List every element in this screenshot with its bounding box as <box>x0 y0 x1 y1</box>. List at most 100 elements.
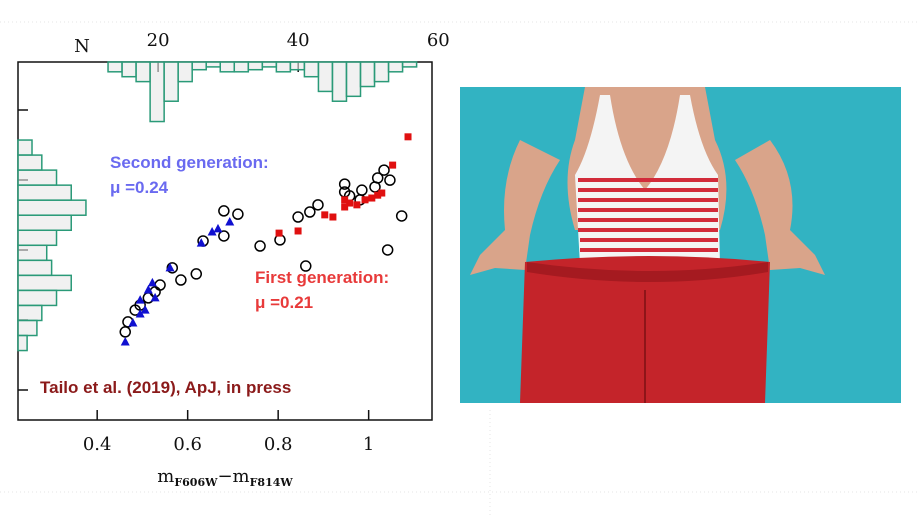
x-label-part: −m <box>217 466 249 487</box>
histogram-bar <box>373 61 390 83</box>
point <box>150 292 160 302</box>
point <box>304 206 316 218</box>
x-tick-label: 0.8 <box>264 434 293 455</box>
annotation: Tailo et al. (2019), ApJ, in press <box>40 378 291 397</box>
histogram-bar <box>17 154 43 171</box>
histogram-bar <box>17 229 58 247</box>
point <box>368 194 376 202</box>
histogram-bar <box>17 319 38 337</box>
point <box>165 262 175 272</box>
histogram-bar <box>387 61 404 73</box>
x-tick-label: 0.6 <box>173 434 202 455</box>
point <box>356 184 368 196</box>
point <box>275 229 283 237</box>
histogram-bar <box>289 61 306 71</box>
point <box>353 201 361 209</box>
top-tick-label: 60 <box>427 30 450 51</box>
point <box>196 238 206 247</box>
annotation: μ =0.24 <box>110 178 169 197</box>
point <box>135 295 145 304</box>
point <box>218 205 230 217</box>
point <box>381 244 394 256</box>
histogram-bar <box>303 61 320 78</box>
point <box>218 230 230 242</box>
point <box>321 211 329 219</box>
histogram-bar <box>275 61 292 73</box>
annotation: First generation: <box>255 268 389 287</box>
point <box>166 262 179 274</box>
histogram-bar <box>17 199 87 216</box>
point <box>128 317 138 327</box>
histogram-bar <box>205 61 221 68</box>
point <box>190 268 203 280</box>
histogram-bar <box>247 61 264 71</box>
histogram-bar <box>219 61 236 73</box>
histogram-bar <box>17 259 53 277</box>
point <box>292 211 304 223</box>
point <box>135 309 145 318</box>
histogram-bar <box>17 184 72 201</box>
point <box>140 305 150 314</box>
histogram-bar <box>233 61 250 73</box>
point <box>225 217 235 226</box>
point <box>294 227 302 235</box>
point <box>395 210 408 222</box>
histogram-bar <box>17 289 58 307</box>
histogram-bar <box>163 61 179 102</box>
point <box>213 223 223 233</box>
histogram-bar <box>17 244 48 262</box>
point <box>143 285 153 294</box>
x-label-part: m <box>157 466 174 487</box>
histogram-bar <box>261 61 278 68</box>
point <box>207 227 217 236</box>
point <box>300 260 312 272</box>
point <box>120 336 130 346</box>
x-tick-label: 0.4 <box>83 434 112 455</box>
top-axis-label: N <box>74 36 90 57</box>
x-label-part: F814W <box>250 476 294 489</box>
point <box>329 213 337 221</box>
histogram-bar <box>331 61 348 102</box>
annotation: μ =0.21 <box>255 293 313 312</box>
histogram-bar <box>135 61 151 83</box>
point <box>371 172 384 184</box>
point <box>341 196 349 204</box>
photo <box>460 87 901 403</box>
point <box>341 203 349 211</box>
top-tick-label: 40 <box>287 30 310 51</box>
histogram-bar <box>17 304 43 322</box>
point <box>378 164 390 176</box>
point <box>384 174 396 186</box>
histogram-bar <box>401 61 418 68</box>
point <box>374 191 382 199</box>
x-axis-label: mF606W−mF814W <box>157 466 293 489</box>
point <box>346 199 354 207</box>
point <box>312 199 324 211</box>
histogram-bar <box>317 61 334 93</box>
point <box>361 196 369 204</box>
plot: 0.4 0.6 0.8 1 20 40 60 Second generation: μ =0.2… <box>17 30 450 455</box>
histogram-bar <box>359 61 376 88</box>
top-tick-label: 20 <box>147 30 170 51</box>
histogram-bar <box>121 61 137 78</box>
point <box>147 277 157 287</box>
point <box>389 161 397 169</box>
histogram-bar <box>191 61 207 71</box>
histogram-bar <box>17 169 58 186</box>
point <box>254 240 266 252</box>
point <box>232 208 244 220</box>
histogram-bar <box>17 334 28 352</box>
histogram-bar <box>17 274 72 292</box>
histogram-bar <box>17 214 72 232</box>
histogram-bar <box>149 61 165 123</box>
histogram-bar <box>345 61 362 98</box>
point <box>378 189 386 197</box>
point <box>338 178 351 190</box>
x-tick-label: 1 <box>363 434 374 455</box>
histogram-bar <box>17 139 33 156</box>
point <box>404 133 412 141</box>
histogram-bar <box>177 61 193 83</box>
annotation: Second generation: <box>110 153 269 172</box>
x-label-part: F606W <box>174 476 218 489</box>
